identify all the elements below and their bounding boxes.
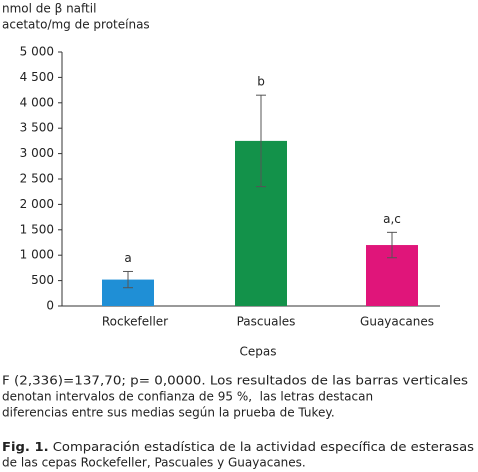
- y-tick-label: 5 000: [20, 45, 54, 59]
- y-tick-label: 1 000: [20, 248, 54, 262]
- y-tick-label: 0: [46, 299, 54, 313]
- annotation: b: [257, 75, 265, 89]
- annotation: a,c: [383, 212, 401, 226]
- annotation: a: [124, 251, 131, 265]
- x-tick-label: Rockefeller: [102, 315, 168, 329]
- caption: Fig. 1. Comparación estadística de la ac…: [2, 440, 474, 454]
- y-tick-label: 1 500: [20, 222, 54, 236]
- y-tick-label: 4 500: [20, 70, 54, 84]
- note: denotan intervalos de confianza de 95 %,…: [2, 390, 373, 404]
- y-tick-label: 2 000: [20, 197, 54, 211]
- y-axis-label: nmol de β naftil: [2, 2, 96, 16]
- y-tick-label: 3 000: [20, 146, 54, 160]
- y-tick-label: 2 500: [20, 172, 54, 186]
- x-tick-label: Pascuales: [237, 315, 296, 329]
- y-tick-label: 3 500: [20, 121, 54, 135]
- x-tick-label: Guayacanes: [360, 315, 434, 329]
- caption-label: Fig. 1.: [2, 440, 49, 454]
- note: diferencias entre sus medias según la pr…: [2, 406, 335, 420]
- note: F (2,336)=137,70; p= 0,0000. Los resulta…: [2, 374, 468, 388]
- caption-text: Comparación estadística de la actividad …: [49, 440, 474, 454]
- x-axis-label: Cepas: [240, 345, 277, 359]
- y-axis-label: acetato/mg de proteínas: [2, 18, 150, 32]
- y-tick-label: 500: [31, 273, 54, 287]
- caption: de las cepas Rockefeller, Pascuales y Gu…: [2, 456, 306, 470]
- y-tick-label: 4 000: [20, 95, 54, 109]
